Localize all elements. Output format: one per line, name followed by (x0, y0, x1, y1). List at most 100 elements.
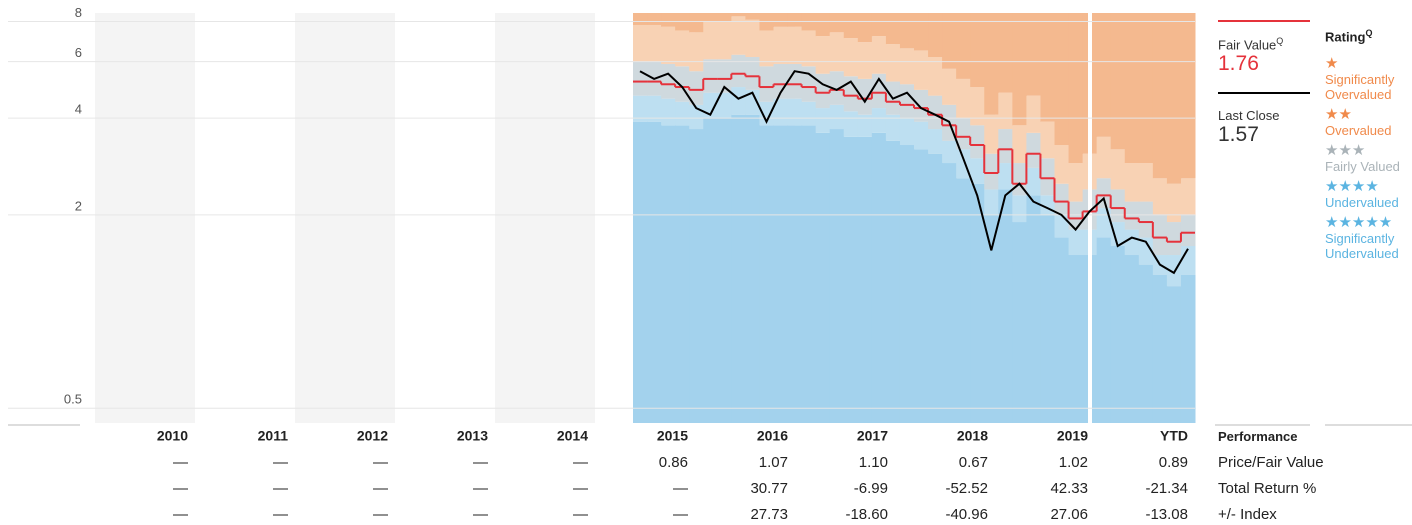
rating-band (689, 129, 704, 423)
rating-band (899, 13, 915, 49)
rating-band (942, 13, 957, 69)
rating-band (1096, 208, 1112, 238)
cell: — (373, 506, 388, 523)
cell: — (273, 480, 288, 497)
rating-band (1166, 222, 1182, 256)
rating-band (1054, 237, 1070, 423)
rating-band (998, 189, 1013, 423)
last-close-box: Last Close 1.57 (1218, 92, 1310, 147)
rating-band (928, 129, 943, 154)
rating-band (717, 13, 732, 22)
rating-band (1152, 178, 1168, 215)
rating-band (956, 118, 971, 150)
cell: -40.96 (945, 506, 988, 523)
y-tick-label: 2 (75, 198, 82, 213)
cell: — (573, 454, 588, 471)
rating-band (675, 30, 690, 67)
year-label: 2018 (957, 428, 988, 444)
cell: — (373, 480, 388, 497)
cell: 27.06 (1050, 506, 1088, 523)
year-label: 2017 (857, 428, 888, 444)
rating-band (1026, 167, 1041, 196)
rating-band (1096, 136, 1112, 179)
q-icon: Q (1276, 36, 1284, 46)
label: Last Close (1218, 108, 1280, 123)
rating-band (984, 189, 999, 215)
cell: 1.07 (759, 454, 788, 471)
rating-item: ★★★★★ Significantly Undervalued (1325, 214, 1410, 261)
y-tick-label: 6 (75, 45, 82, 60)
rating-band (1054, 145, 1070, 184)
year-label: 2011 (258, 428, 289, 444)
year-label: 2016 (757, 428, 788, 444)
rating-band (703, 118, 718, 423)
cell: 0.67 (959, 454, 988, 471)
rating-band (647, 95, 662, 122)
rating-band (871, 13, 887, 37)
rating-band (633, 24, 648, 62)
column-band (95, 13, 195, 423)
cell: 0.86 (659, 454, 688, 471)
rating-band (984, 214, 999, 423)
rating-band (984, 114, 999, 154)
stars: ★★★ (1325, 142, 1366, 159)
rating-band (998, 13, 1013, 93)
rating-band (661, 26, 676, 64)
rating-band (857, 136, 873, 423)
stars: ★★ (1325, 106, 1352, 123)
rating-band (1138, 237, 1154, 265)
rating-band (998, 92, 1013, 130)
rating-band (633, 61, 648, 96)
rating-band (970, 183, 985, 423)
year-label: 2012 (357, 428, 388, 444)
rating-band (633, 95, 648, 122)
last-close: 1.57 (1218, 123, 1259, 146)
rating-band (857, 42, 873, 79)
rating-band (745, 89, 760, 115)
rating-band (829, 13, 845, 33)
cell: — (573, 480, 588, 497)
rating-band (1054, 13, 1070, 146)
rating-band (1054, 214, 1070, 238)
cell: — (673, 506, 688, 523)
rating-band (1040, 13, 1055, 122)
rating-band (1068, 163, 1084, 202)
rating-band (815, 73, 831, 109)
cell: 27.73 (750, 506, 788, 523)
rating-band (1124, 13, 1140, 164)
table-title: Performance (1218, 429, 1298, 444)
column-band (295, 13, 395, 423)
rating-band (633, 13, 648, 25)
rating-band (717, 21, 732, 60)
rating-band (815, 13, 831, 37)
rating-band (1054, 183, 1070, 215)
rating-band (703, 59, 718, 93)
rating-band (1180, 274, 1196, 423)
year-label: 2010 (157, 428, 188, 444)
cell: -18.60 (845, 506, 888, 523)
rating-band (857, 78, 873, 115)
rating-band (815, 108, 831, 133)
y-tick-label: 8 (75, 5, 82, 20)
rating-band (1012, 222, 1027, 423)
rating-band (787, 26, 803, 64)
rating-band (1124, 163, 1140, 202)
rating-band (801, 66, 817, 102)
rating-band (787, 13, 803, 27)
rating-band (1180, 178, 1196, 215)
rating-band (857, 13, 873, 43)
stars: ★★★★ (1325, 178, 1379, 195)
rating-band (1026, 132, 1041, 168)
y-tick-label: 0.5 (64, 392, 82, 407)
rating-band (829, 129, 845, 423)
rating-band (914, 89, 929, 122)
rating-band (829, 71, 845, 105)
cell: — (473, 480, 488, 497)
rating-band (970, 13, 985, 88)
rating-band (871, 73, 887, 109)
rating-band (956, 78, 971, 119)
rating-band (1138, 264, 1154, 423)
rating-band (1166, 183, 1182, 223)
rating-band (759, 66, 774, 102)
